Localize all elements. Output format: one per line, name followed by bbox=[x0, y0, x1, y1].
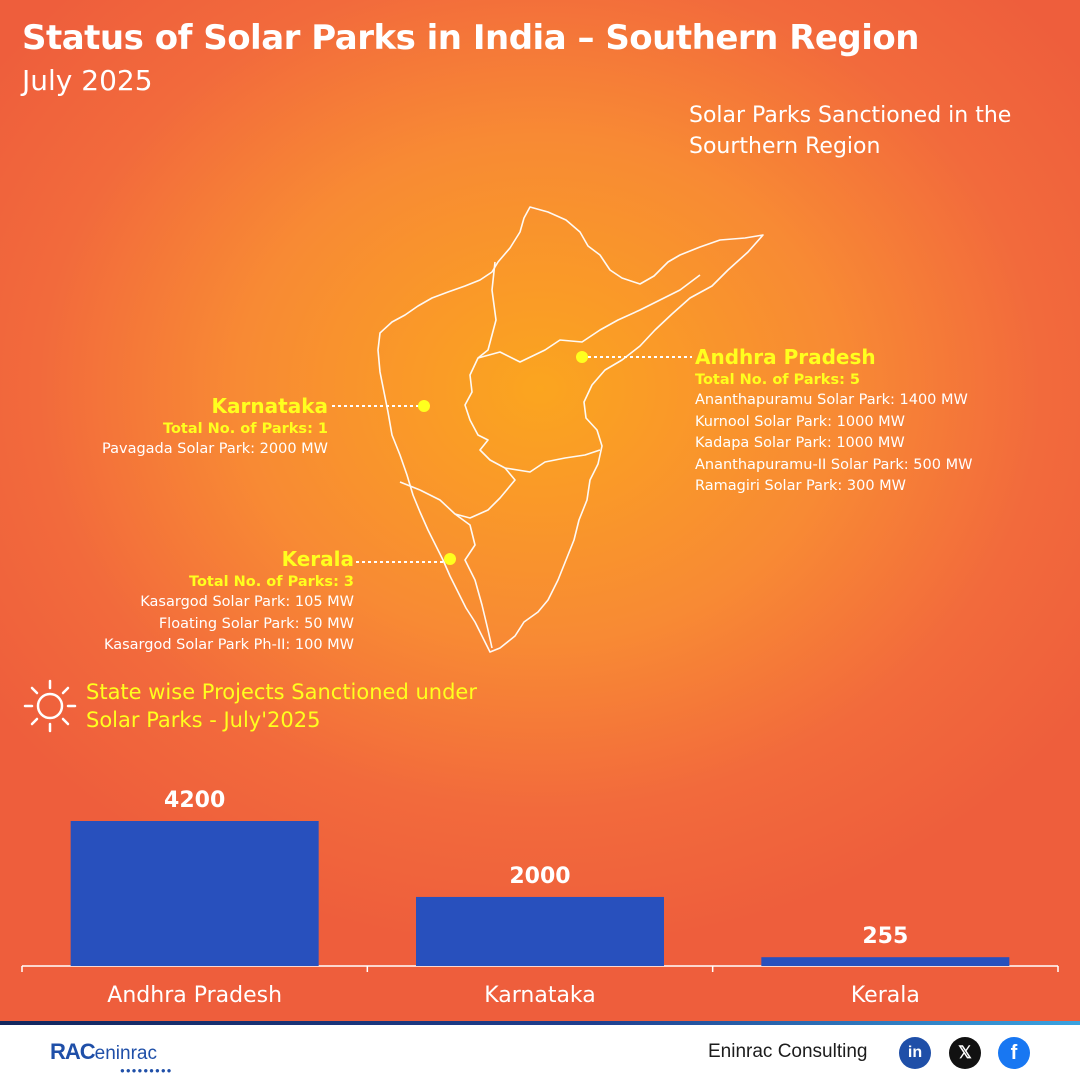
page-subtitle: July 2025 bbox=[22, 64, 153, 97]
state-name: Andhra Pradesh bbox=[695, 345, 876, 369]
border-karnataka-ap bbox=[454, 261, 516, 519]
region-outline bbox=[377, 206, 764, 653]
state-block-karnataka: Karnataka Total No. of Parks: 1 Pavagada… bbox=[102, 393, 328, 461]
bar-chart: 4200 Andhra Pradesh 2000 Karnataka 255 Kerala bbox=[21, 788, 1059, 1008]
facebook-icon[interactable]: f bbox=[998, 1037, 1030, 1069]
bar-kerala bbox=[761, 957, 1010, 966]
park-item: Ramagiri Solar Park: 300 MW bbox=[695, 478, 907, 494]
x-icon[interactable]: 𝕏 bbox=[949, 1037, 981, 1069]
park-item: Ananthapuramu Solar Park: 1400 MW bbox=[695, 392, 968, 408]
park-item: Floating Solar Park: 50 MW bbox=[158, 615, 354, 632]
company-logo: RACeninrac ●●●●●●●●● bbox=[50, 1039, 173, 1075]
bar-value-label: 2000 bbox=[509, 864, 570, 889]
park-item: Ananthapuramu-II Solar Park: 500 MW bbox=[695, 456, 973, 473]
border-tamilnadu bbox=[504, 449, 601, 473]
linkedin-icon[interactable]: in bbox=[899, 1037, 931, 1069]
state-block-andhra-pradesh: Andhra Pradesh Total No. of Parks: 5 Ana… bbox=[695, 344, 972, 498]
kerala-marker bbox=[444, 553, 456, 565]
park-item: Kurnool Solar Park: 1000 MW bbox=[695, 413, 906, 430]
category-label: Kerala bbox=[851, 983, 920, 1008]
state-name: Kerala bbox=[281, 547, 354, 571]
karnataka-marker bbox=[418, 400, 430, 412]
southern-india-map bbox=[377, 206, 764, 653]
state-total: Total No. of Parks: 1 bbox=[162, 421, 328, 437]
bar-andhra-pradesh bbox=[70, 821, 319, 966]
bar-karnataka bbox=[416, 896, 664, 966]
border-telangana bbox=[477, 274, 701, 363]
ap-marker bbox=[576, 351, 588, 363]
footer: RACeninrac ●●●●●●●●● Eninrac Consulting … bbox=[0, 1025, 1080, 1080]
footer-divider bbox=[0, 1021, 1080, 1025]
border-goa bbox=[399, 481, 421, 491]
border-kerala bbox=[419, 489, 493, 649]
park-item: Kasargod Solar Park: 105 MW bbox=[140, 594, 354, 610]
page-title: Status of Solar Parks in India – Souther… bbox=[22, 18, 920, 58]
state-total: Total No. of Parks: 3 bbox=[188, 574, 354, 590]
state-total: Total No. of Parks: 5 bbox=[695, 372, 861, 388]
bar-value-label: 255 bbox=[862, 924, 908, 949]
brand-name: Eninrac Consulting bbox=[708, 1041, 868, 1062]
sun-icon bbox=[23, 679, 77, 733]
map-heading: Solar Parks Sanctioned in the Sourthern … bbox=[689, 103, 1012, 159]
category-label: Karnataka bbox=[484, 983, 596, 1008]
park-item: Kasargod Solar Park Ph-II: 100 MW bbox=[103, 637, 354, 653]
park-item: Pavagada Solar Park: 2000 MW bbox=[102, 441, 328, 457]
state-name: Karnataka bbox=[211, 394, 328, 418]
park-item: Kadapa Solar Park: 1000 MW bbox=[695, 435, 905, 451]
category-label: Andhra Pradesh bbox=[107, 983, 282, 1008]
bar-value-label: 4200 bbox=[164, 788, 225, 813]
state-block-kerala: Kerala Total No. of Parks: 3 Kasargod So… bbox=[104, 546, 354, 657]
chart-heading: State wise Projects Sanctioned under Sol… bbox=[86, 680, 477, 732]
